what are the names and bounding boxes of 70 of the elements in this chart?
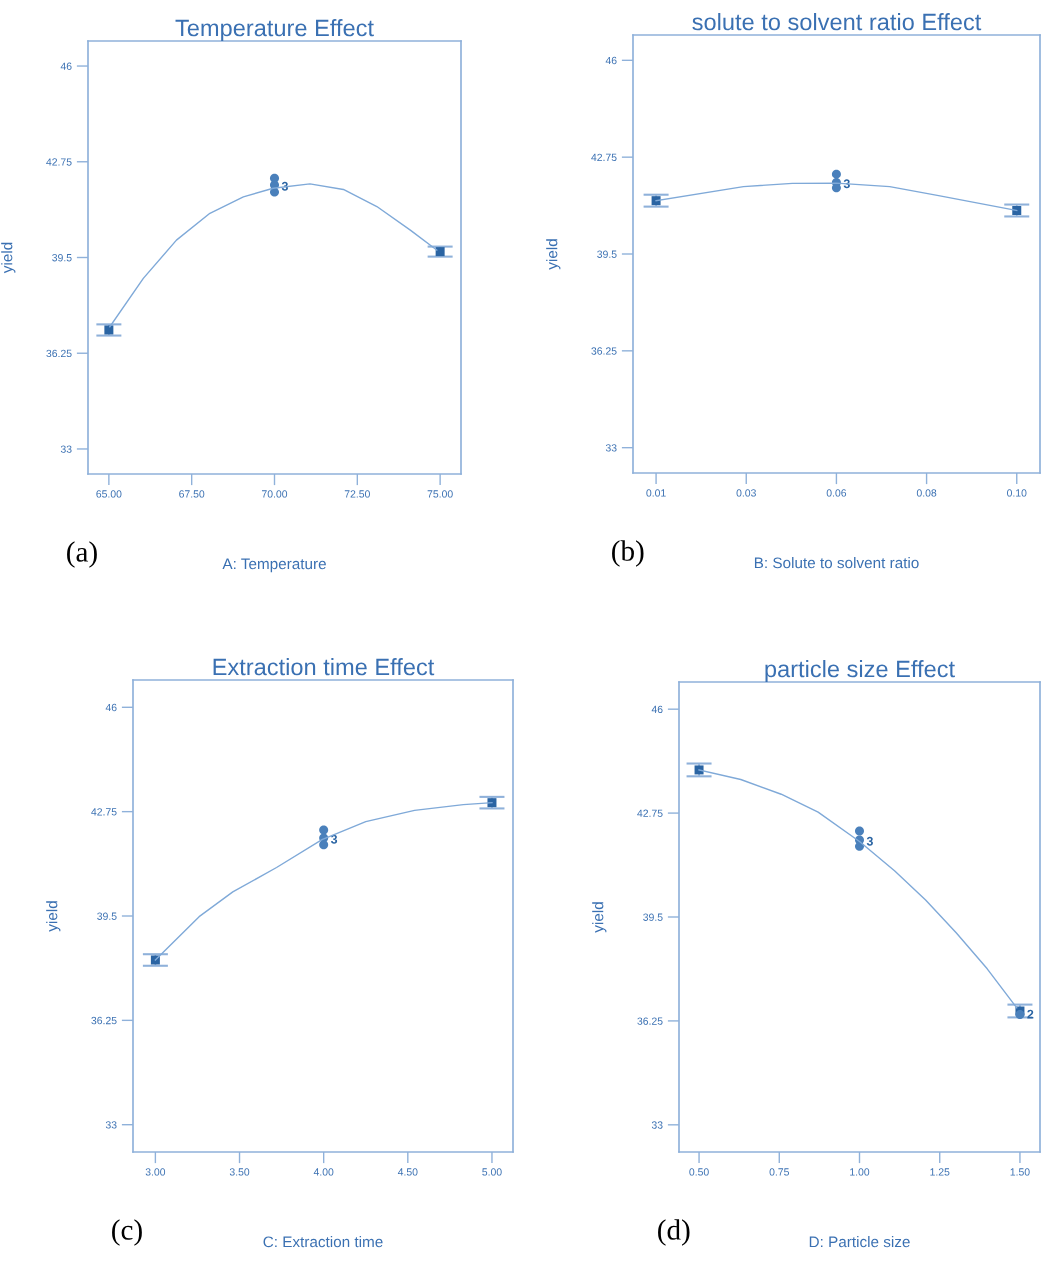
y-tick-label: 36.25 (591, 347, 617, 355)
x-tick-label: 3.50 (229, 1168, 250, 1176)
y-axis-title: yield (1, 242, 16, 274)
x-axis-title: D: Particle size (809, 1236, 910, 1248)
y-tick-label: 33 (651, 1121, 663, 1129)
y-tick-label: 46 (605, 56, 617, 65)
point (435, 247, 445, 257)
x-tick-label: 0.50 (689, 1168, 709, 1176)
x-tick-label: 1.00 (850, 1168, 870, 1176)
x-tick-label: 0.75 (769, 1168, 789, 1176)
x-tick-label: 0.08 (916, 489, 937, 497)
chart-title: Temperature Effect (175, 19, 374, 41)
x-tick-label: 4.50 (397, 1168, 418, 1176)
y-tick-label: 46 (105, 703, 117, 712)
y-tick-label: 39.5 (597, 250, 617, 258)
y-tick-label: 46 (651, 705, 663, 714)
y-tick-label: 33 (105, 1121, 117, 1129)
y-axis-title: yield (46, 901, 61, 932)
x-tick-label: 0.06 (826, 489, 847, 497)
text: (c) (112, 1219, 142, 1246)
x-tick-label: 0.01 (646, 489, 666, 497)
y-axis-title: yield (546, 239, 561, 270)
point (1015, 1010, 1025, 1020)
x-tick-label: 0.10 (1007, 489, 1027, 497)
y-tick-label: 39.5 (52, 254, 72, 262)
x-tick-label: 65.00 (96, 490, 122, 498)
annotation: 2 (1027, 1009, 1034, 1019)
y-tick-label: 42.75 (91, 808, 117, 816)
y-tick-label: 39.5 (643, 913, 663, 921)
x-tick-label: 1.25 (930, 1168, 950, 1176)
x-tick-label: 1.50 (1010, 1168, 1030, 1176)
point (651, 196, 661, 206)
text: (b) (612, 540, 644, 567)
point (831, 169, 841, 179)
point (855, 826, 864, 836)
x-tick-label: 67.50 (179, 490, 205, 498)
x-tick-label: 4.00 (313, 1168, 334, 1176)
annotation: 3 (281, 181, 288, 191)
y-tick-label: 36.25 (91, 1016, 117, 1025)
x-axis-title: A: Temperature (222, 558, 326, 573)
chart-title: solute to solvent ratio Effect (692, 12, 982, 31)
x-tick-label: 70.00 (262, 490, 288, 498)
annotation: 3 (843, 179, 850, 189)
y-tick-label: 33 (60, 445, 72, 453)
point (319, 825, 329, 835)
chart-title: particle size Effect (765, 659, 955, 682)
annotation: 3 (866, 836, 873, 846)
x-axis-title: C: Extraction time (263, 1236, 383, 1248)
y-tick-label: 36.25 (637, 1017, 663, 1025)
x-axis-title: B: Solute to solvent ratio (754, 557, 919, 569)
y-tick-label: 42.75 (591, 153, 617, 162)
y-tick-label: 42.75 (46, 158, 72, 166)
point (319, 840, 329, 850)
x-tick-label: 3.00 (145, 1168, 166, 1176)
point (1012, 206, 1022, 215)
y-tick-label: 33 (605, 444, 617, 452)
y-tick-label: 42.75 (637, 809, 663, 817)
x-tick-label: 72.50 (344, 490, 370, 498)
x-tick-label: 0.03 (736, 489, 756, 497)
text: (d) (658, 1219, 690, 1246)
y-tick-label: 36.25 (46, 349, 72, 358)
text: (a) (67, 541, 97, 568)
point (104, 325, 114, 335)
y-axis-title: yield (592, 902, 607, 933)
annotation: 3 (330, 834, 338, 844)
x-tick-label: 75.00 (427, 490, 453, 498)
y-tick-label: 39.5 (97, 912, 117, 920)
chart-title: Extraction time Effect (213, 657, 435, 676)
y-tick-label: 46 (60, 62, 72, 70)
x-tick-label: 5.00 (482, 1168, 502, 1176)
